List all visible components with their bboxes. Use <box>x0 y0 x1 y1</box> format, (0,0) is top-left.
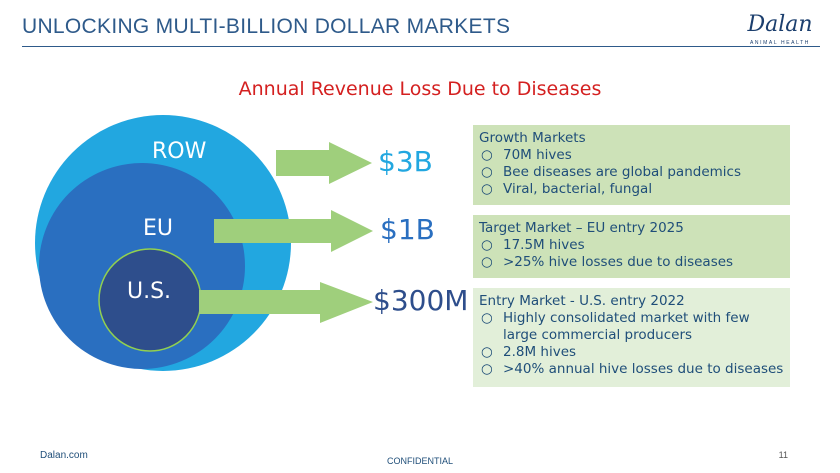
bullet-icon: ○ <box>481 147 493 163</box>
growth-markets-box: Growth Markets ○ 70M hives ○ Bee disease… <box>473 125 790 205</box>
box-heading: Entry Market - U.S. entry 2022 <box>479 293 685 309</box>
page-number: 11 <box>778 450 788 460</box>
bullet-icon: ○ <box>481 310 493 326</box>
bullet-icon: ○ <box>481 361 493 377</box>
logo-tagline: ANIMAL HEALTH <box>750 40 810 46</box>
box-heading: Target Market – EU entry 2025 <box>479 220 684 236</box>
list-item: ○ 70M hives <box>481 147 572 163</box>
list-item: ○ 2.8M hives <box>481 344 577 360</box>
us-label: U.S. <box>127 279 172 304</box>
box-heading: Growth Markets <box>479 130 586 146</box>
bullet-icon: ○ <box>481 164 493 180</box>
footer-confidential: CONFIDENTIAL <box>386 456 453 466</box>
bullet-icon: ○ <box>481 254 493 270</box>
eu-label: EU <box>143 216 174 241</box>
row-label: ROW <box>152 139 207 164</box>
row-value: $3B <box>378 145 433 178</box>
list-item: ○ >40% annual hive losses due to disease… <box>481 361 784 377</box>
slide-title: UNLOCKING MULTI-BILLION DOLLAR MARKETS <box>22 15 511 38</box>
logo-wordmark: Dalan <box>747 12 813 37</box>
us-value: $300M <box>373 284 469 317</box>
arrow-us <box>199 282 373 323</box>
arrow-row <box>276 142 372 184</box>
footer-website: Dalan.com <box>40 450 88 461</box>
target-market-box: Target Market – EU entry 2025 ○ 17.5M hi… <box>473 215 790 278</box>
title-divider <box>22 46 820 47</box>
company-logo: Dalan ANIMAL HEALTH <box>738 12 822 48</box>
list-item: ○ Bee diseases are global pandemics <box>481 164 741 180</box>
list-item: ○ 17.5M hives <box>481 237 585 253</box>
bullet-icon: ○ <box>481 344 493 360</box>
list-item: ○ >25% hive losses due to diseases <box>481 254 734 270</box>
bullet-icon: ○ <box>481 237 493 253</box>
list-item: ○ Highly consolidated market with few la… <box>481 310 750 343</box>
arrow-eu <box>214 210 373 252</box>
bullet-icon: ○ <box>481 181 493 197</box>
entry-market-box: Entry Market - U.S. entry 2022 ○ Highly … <box>473 288 790 387</box>
eu-value: $1B <box>380 213 435 246</box>
diagram-subtitle: Annual Revenue Loss Due to Diseases <box>238 78 602 100</box>
list-item: ○ Viral, bacterial, fungal <box>481 181 653 197</box>
